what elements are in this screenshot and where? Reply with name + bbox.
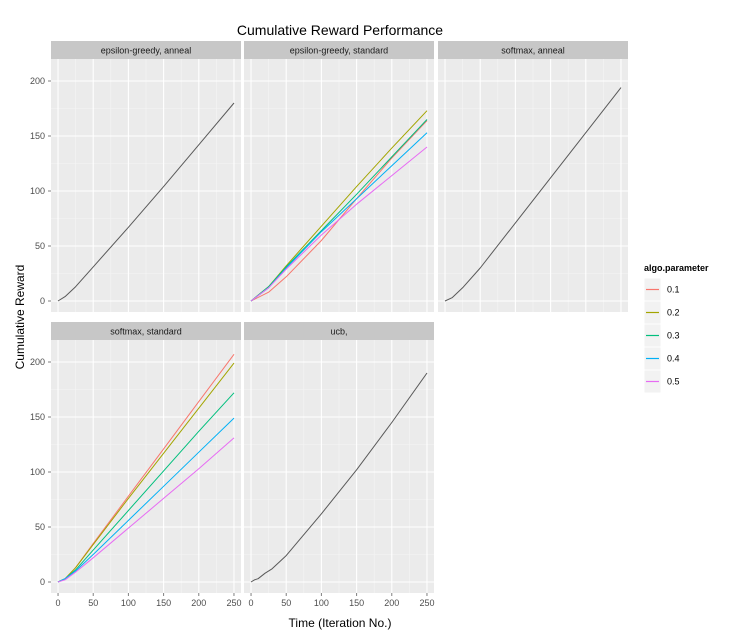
- facet-strip-label: epsilon-greedy, standard: [290, 46, 388, 56]
- facet-strip: [438, 41, 628, 59]
- y-tick-label: 150: [30, 131, 45, 141]
- facet-panel: ucb, 0 50 100 150 200 250: [244, 322, 434, 608]
- series-line: [250, 119, 428, 302]
- series-line: [250, 146, 428, 302]
- x-tick-label: 200: [191, 598, 206, 608]
- y-tick-label: 100: [30, 186, 45, 196]
- y-tick-label: 0: [40, 296, 45, 306]
- facet-panel: epsilon-greedy, standard: [244, 41, 434, 312]
- series-line: [250, 120, 428, 302]
- x-axis-title: Time (Iteration No.): [289, 616, 392, 630]
- x-tick-label: 250: [226, 598, 241, 608]
- x-tick-label: 150: [349, 598, 364, 608]
- facet-strip-label: epsilon-greedy, anneal: [101, 46, 191, 56]
- series-line: [250, 372, 428, 583]
- x-tick-label: 150: [156, 598, 171, 608]
- legend: algo.parameter 0.1 0.2 0.3 0.4 0.5: [643, 263, 709, 394]
- facet-strip: [51, 41, 241, 59]
- series-line: [57, 437, 235, 583]
- x-tick-label: 250: [419, 598, 434, 608]
- y-tick-label: 200: [30, 357, 45, 367]
- y-tick-label: 50: [35, 241, 45, 251]
- legend-title: algo.parameter: [644, 263, 709, 273]
- facet-strip-label: softmax, anneal: [501, 46, 565, 56]
- legend-label: 0.1: [667, 285, 680, 295]
- y-tick-label: 200: [30, 76, 45, 86]
- x-tick-label: 50: [88, 598, 98, 608]
- facet-strip: [244, 41, 434, 59]
- facet-panel: softmax, anneal: [438, 41, 628, 312]
- series-line: [57, 417, 235, 583]
- y-axis-title: Cumulative Reward: [13, 265, 27, 370]
- y-tick-label: 50: [35, 522, 45, 532]
- x-tick-label: 0: [249, 598, 254, 608]
- x-tick-label: 200: [384, 598, 399, 608]
- y-tick-label: 0: [40, 577, 45, 587]
- x-tick-label: 100: [314, 598, 329, 608]
- series-line: [444, 87, 622, 302]
- facet-panel: softmax, standard 0 50 100 150 200 0 50 100 150 20…: [30, 322, 241, 608]
- panels-layer: epsilon-greedy, anneal050100150200epsilo…: [30, 41, 628, 608]
- y-tick-label: 100: [30, 467, 45, 477]
- legend-label: 0.5: [667, 377, 680, 387]
- legend-label: 0.3: [667, 331, 680, 341]
- facet-strip: [51, 322, 241, 340]
- x-tick-label: 100: [121, 598, 136, 608]
- chart-title: Cumulative Reward Performance: [237, 22, 443, 38]
- legend-label: 0.2: [667, 308, 680, 318]
- y-tick-label: 150: [30, 412, 45, 422]
- facet-panel: epsilon-greedy, anneal 0 50 100 150 200: [30, 41, 241, 312]
- x-tick-label: 50: [281, 598, 291, 608]
- facet-strip-label: softmax, standard: [110, 327, 182, 337]
- facet-strip-label: ucb,: [330, 327, 347, 337]
- facet-strip: [244, 322, 434, 340]
- series-line: [57, 102, 235, 302]
- x-tick-label: 0: [56, 598, 61, 608]
- legend-label: 0.4: [667, 354, 680, 364]
